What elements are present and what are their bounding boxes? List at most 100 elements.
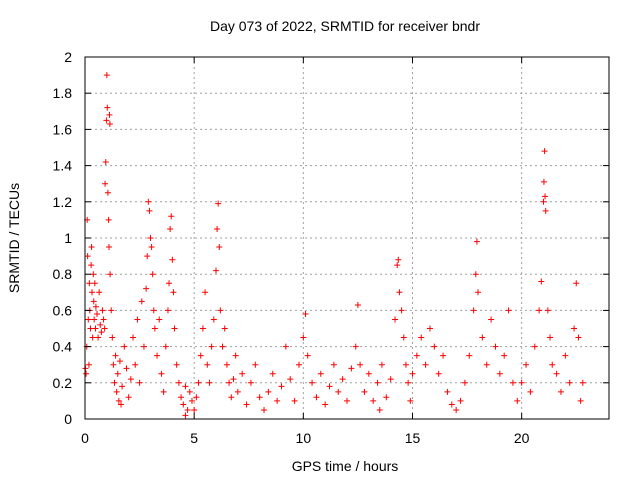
data-point	[418, 334, 425, 341]
data-point	[108, 307, 115, 314]
data-point	[151, 325, 158, 332]
data-point	[527, 388, 534, 395]
data-point	[322, 401, 329, 408]
data-point	[234, 388, 241, 395]
data-point	[339, 376, 346, 383]
data-point	[472, 271, 479, 278]
data-point	[86, 280, 93, 287]
data-point	[287, 376, 294, 383]
data-point	[547, 334, 554, 341]
data-point	[127, 376, 134, 383]
data-point	[99, 307, 106, 314]
data-point	[488, 316, 495, 323]
data-point	[103, 72, 110, 79]
data-point	[313, 394, 320, 401]
data-point	[143, 285, 150, 292]
data-point	[182, 412, 189, 419]
data-point	[104, 104, 111, 111]
data-points	[82, 72, 586, 419]
data-point	[392, 316, 399, 323]
data-point	[230, 376, 237, 383]
data-point	[282, 343, 289, 350]
data-point	[361, 388, 368, 395]
data-point	[413, 352, 420, 359]
y-tick-labels: 0 0.2 0.4 0.6 0.8 1 1.2 1.4 1.6 1.8 2	[53, 49, 73, 427]
y-tick-label: 0.6	[53, 302, 73, 318]
data-point	[149, 271, 156, 278]
data-point	[492, 343, 499, 350]
x-tick-label: 20	[514, 430, 530, 446]
data-point	[168, 213, 175, 220]
data-point	[83, 370, 90, 377]
x-tick-labels: 0 5 10 15 20	[81, 430, 530, 446]
data-point	[398, 307, 405, 314]
data-point	[577, 397, 584, 404]
data-point	[202, 289, 209, 296]
data-point	[542, 207, 549, 214]
data-point	[457, 397, 464, 404]
data-point	[228, 394, 235, 401]
data-point	[111, 379, 118, 386]
data-point	[101, 325, 108, 332]
data-point	[199, 325, 206, 332]
data-point	[175, 379, 182, 386]
data-point	[402, 361, 409, 368]
data-point	[112, 352, 119, 359]
data-point	[180, 401, 187, 408]
data-point	[247, 379, 254, 386]
data-point	[88, 262, 95, 269]
data-point	[130, 334, 137, 341]
data-point	[549, 361, 556, 368]
data-point	[106, 244, 113, 251]
data-point	[148, 244, 155, 251]
data-point	[501, 352, 508, 359]
data-point	[536, 307, 543, 314]
data-point	[170, 289, 177, 296]
data-point	[473, 238, 480, 245]
data-point	[396, 289, 403, 296]
data-point	[88, 244, 95, 251]
data-point	[84, 253, 91, 260]
data-point	[518, 379, 525, 386]
data-point	[453, 406, 460, 413]
data-point	[106, 120, 113, 127]
data-point	[540, 178, 547, 185]
data-point	[158, 370, 165, 377]
y-tick-label: 1	[64, 230, 72, 246]
data-point	[94, 311, 101, 318]
data-point	[557, 388, 564, 395]
data-point	[400, 334, 407, 341]
data-point	[383, 394, 390, 401]
data-point	[544, 307, 551, 314]
data-point	[562, 352, 569, 359]
y-tick-label: 0	[64, 411, 72, 427]
y-tick-label: 0.4	[53, 339, 73, 355]
data-point	[144, 253, 151, 260]
data-point	[538, 278, 545, 285]
data-point	[85, 316, 92, 323]
data-point	[146, 207, 153, 214]
data-point	[395, 256, 402, 263]
data-point	[138, 298, 145, 305]
data-point	[166, 280, 173, 287]
data-point	[171, 325, 178, 332]
data-point	[407, 397, 414, 404]
data-point	[173, 361, 180, 368]
data-point	[475, 289, 481, 296]
data-point	[206, 379, 213, 386]
x-tick-label: 0	[81, 430, 89, 446]
data-point	[317, 370, 324, 377]
data-point	[162, 343, 169, 350]
data-point	[252, 361, 259, 368]
data-point	[278, 383, 285, 390]
data-point	[483, 361, 490, 368]
data-point	[104, 189, 111, 196]
data-point	[239, 370, 246, 377]
data-point	[156, 316, 163, 323]
data-point	[531, 343, 538, 350]
data-point	[105, 216, 112, 223]
data-point	[514, 397, 521, 404]
data-point	[461, 379, 468, 386]
data-point	[102, 180, 109, 187]
data-point	[409, 370, 416, 377]
